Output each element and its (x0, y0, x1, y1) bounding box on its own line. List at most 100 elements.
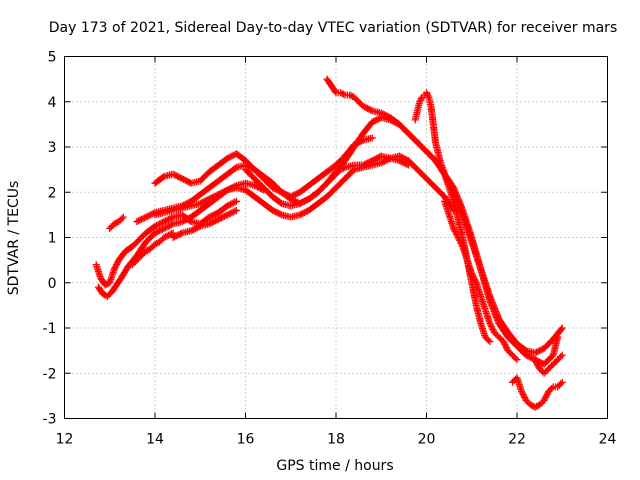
data-point-arc14-18 (554, 356, 562, 364)
data-point-arc8-31 (219, 213, 227, 221)
data-point-arc3-4 (134, 255, 142, 263)
data-point-arc8-36 (226, 209, 234, 217)
data-point-arc1-59 (151, 222, 159, 230)
data-point-arc13-43 (558, 378, 566, 386)
x-axis-label: GPS time / hours (276, 458, 393, 474)
data-point-arc5-15 (174, 172, 182, 180)
data-point-arc1-67 (163, 216, 171, 224)
data-point-arc14-2 (533, 359, 541, 367)
series-arc10 (323, 75, 566, 357)
data-point-arc1-111 (228, 200, 236, 208)
data-point-arc14-6 (536, 365, 544, 373)
data-point-arc12-49 (472, 277, 480, 285)
data-point-arc12-96 (510, 353, 518, 361)
data-point-arc2-73 (180, 217, 188, 225)
data-point-arc8-30 (217, 214, 225, 222)
data-point-arc12-18 (451, 227, 459, 235)
data-point-arc3-15 (151, 240, 159, 248)
data-point-arc7-75 (270, 207, 278, 215)
data-point-arc13-21 (528, 402, 536, 410)
data-point-arc2-59 (157, 226, 165, 234)
data-point-arc13-13 (519, 390, 527, 398)
data-point-arc12-92 (504, 347, 512, 355)
data-point-arc11-10 (416, 98, 424, 106)
data-point-arc10-41 (383, 112, 391, 120)
data-point-arc14-14 (548, 362, 556, 370)
data-point-arc7-25 (196, 200, 204, 208)
data-point-arc12-83 (495, 333, 503, 341)
data-point-arc8-38 (229, 208, 237, 216)
data-point-arc12-80 (490, 329, 498, 337)
data-point-arc3-9 (142, 247, 150, 255)
data-point-arc5-12 (169, 170, 177, 178)
data-point-arc1-114 (232, 197, 240, 205)
data-point-arc7-29 (202, 197, 210, 205)
data-point-arc7-40 (219, 188, 227, 196)
y-tick-label--2: -2 (43, 366, 57, 382)
data-point-arc7-160 (400, 154, 408, 162)
x-tick-label-14: 14 (146, 432, 164, 448)
data-point-arc1-62 (156, 220, 164, 228)
data-point-arc7-161 (401, 155, 409, 163)
data-point-arc4-4 (112, 219, 120, 227)
data-point-arc8-40 (232, 206, 240, 214)
data-point-arc10-22 (353, 96, 361, 104)
data-point-arc1-95 (205, 213, 213, 221)
data-point-arc11-11 (416, 96, 424, 104)
data-point-arc5-20 (181, 176, 189, 184)
data-point-arc10-40 (382, 111, 390, 119)
data-point-arc7-31 (205, 195, 213, 203)
data-point-arc10-30 (365, 105, 373, 113)
data-point-arc13-41 (555, 381, 563, 389)
data-point-arc7-159 (398, 154, 406, 162)
data-point-arc4-9 (119, 213, 127, 221)
data-point-arc1-63 (157, 219, 165, 227)
data-point-arc13-18 (524, 398, 532, 406)
data-point-arc8-11 (187, 227, 195, 235)
data-point-arc14-12 (545, 365, 553, 373)
data-point-arc4-7 (116, 216, 124, 224)
series-arc13 (508, 374, 566, 411)
data-point-arc10-214 (534, 347, 542, 355)
data-point-arc7-158 (397, 153, 405, 161)
data-point-arc10-9 (331, 87, 339, 95)
data-point-arc13-30 (541, 395, 549, 403)
data-point-arc13-24 (533, 402, 541, 410)
data-point-arc3-22 (162, 233, 170, 241)
data-point-arc1-65 (160, 218, 168, 226)
data-point-arc6-108 (290, 191, 298, 199)
data-point-arc12-45 (469, 271, 477, 279)
data-point-arc2-8 (103, 292, 111, 300)
data-point-arc12-23 (455, 235, 463, 243)
data-point-arc10-37 (377, 109, 385, 117)
data-point-arc8-22 (205, 220, 213, 228)
data-point-arc8-0 (169, 234, 177, 241)
data-point-arc2-60 (159, 225, 167, 233)
data-point-arc2-56 (153, 228, 161, 236)
data-point-arc2-76 (184, 215, 192, 223)
data-point-arc4-8 (118, 215, 126, 223)
data-point-arc7-146 (377, 159, 385, 167)
data-point-arc7-94 (302, 208, 310, 216)
data-point-arc12-81 (492, 330, 500, 338)
data-point-arc8-39 (231, 207, 239, 215)
data-point-arc2-7 (102, 292, 110, 300)
data-point-arc7-78 (275, 209, 283, 217)
data-point-arc7-79 (276, 210, 284, 218)
y-tick-label-1: 1 (48, 231, 57, 247)
data-point-arc7-90 (296, 211, 304, 219)
data-point-arc13-0 (508, 378, 516, 386)
chart-title: Day 173 of 2021, Sidereal Day-to-day VTE… (49, 20, 617, 36)
data-point-arc10-215 (536, 347, 544, 355)
data-point-arc3-23 (163, 232, 171, 240)
data-point-arc12-16 (450, 224, 458, 232)
data-point-arc7-27 (199, 198, 207, 206)
data-point-arc6-103 (282, 191, 290, 199)
data-point-arc13-14 (520, 392, 528, 400)
data-point-arc5-6 (159, 173, 167, 181)
data-point-arc12-75 (487, 321, 495, 329)
data-point-arc3-6 (137, 252, 145, 260)
